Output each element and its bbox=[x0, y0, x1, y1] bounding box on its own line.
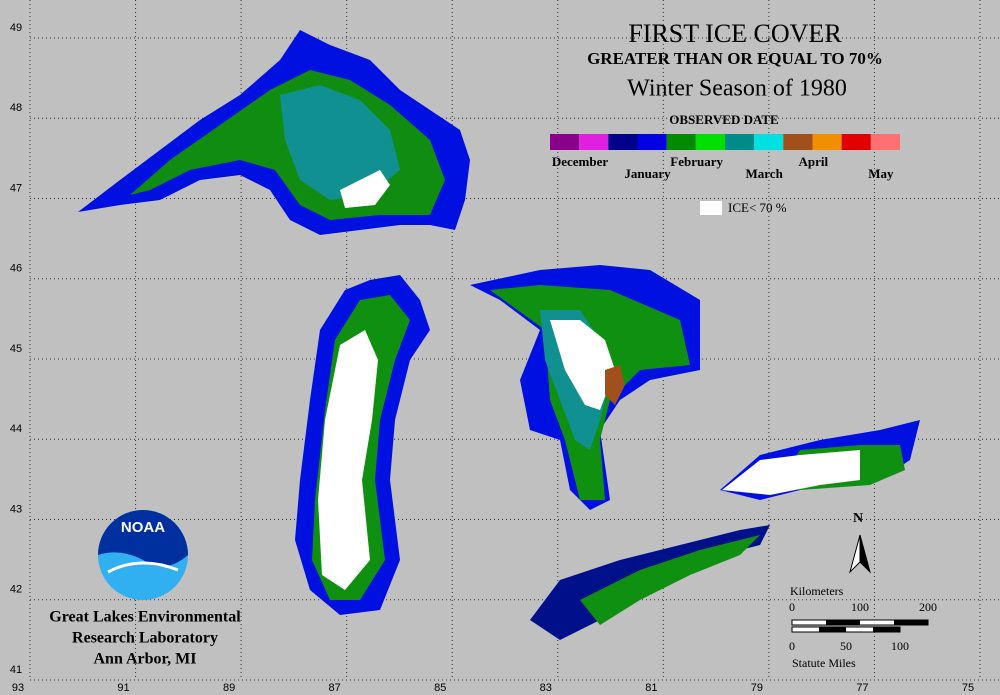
legend-label: December bbox=[552, 154, 609, 169]
legend-swatch bbox=[754, 134, 784, 150]
lake-ontario bbox=[720, 420, 920, 500]
legend-label: March bbox=[746, 166, 784, 181]
longitude-label: 81 bbox=[645, 682, 657, 694]
map-title: FIRST ICE COVER bbox=[628, 19, 842, 48]
legend-label: May bbox=[868, 166, 894, 181]
longitude-label: 93 bbox=[12, 682, 24, 694]
ice-swatch bbox=[700, 201, 722, 215]
lake-erie bbox=[530, 525, 770, 640]
north-label: N bbox=[853, 511, 863, 526]
noaa-logo bbox=[98, 510, 188, 600]
logo-text: NOAA bbox=[121, 519, 165, 536]
mi-tick: 100 bbox=[891, 639, 909, 653]
mi-tick: 50 bbox=[840, 639, 852, 653]
legend-swatch bbox=[550, 134, 580, 150]
legend-swatch bbox=[841, 134, 871, 150]
legend-title: OBSERVED DATE bbox=[669, 112, 778, 127]
credit-line: Ann Arbor, MI bbox=[94, 651, 197, 668]
longitude-label: 83 bbox=[540, 682, 552, 694]
scale-bar bbox=[791, 619, 929, 633]
latitude-label: 43 bbox=[10, 503, 22, 515]
mi-title: Statute Miles bbox=[792, 656, 856, 670]
km-tick: 200 bbox=[919, 600, 937, 614]
legend-swatch bbox=[695, 134, 725, 150]
north-arrow bbox=[849, 534, 871, 574]
km-tick: 100 bbox=[851, 600, 869, 614]
longitude-label: 89 bbox=[223, 682, 235, 694]
legend-swatch bbox=[725, 134, 755, 150]
lake-michigan bbox=[295, 275, 430, 615]
lake-huron bbox=[470, 265, 700, 510]
longitude-label: 77 bbox=[856, 682, 868, 694]
longitude-label: 79 bbox=[751, 682, 763, 694]
legend-swatch bbox=[783, 134, 813, 150]
latitude-label: 47 bbox=[10, 182, 22, 194]
longitude-label: 85 bbox=[434, 682, 446, 694]
legend-swatch bbox=[870, 134, 900, 150]
legend-label: January bbox=[624, 166, 671, 181]
map-subtitle: GREATER THAN OR EQUAL TO 70% bbox=[587, 49, 883, 68]
latitude-label: 49 bbox=[10, 22, 22, 34]
legend-label: April bbox=[799, 154, 829, 169]
legend-swatch bbox=[812, 134, 842, 150]
latitude-label: 45 bbox=[10, 343, 22, 355]
legend-label: February bbox=[670, 154, 723, 169]
latitude-label: 42 bbox=[10, 584, 22, 596]
mi-tick: 0 bbox=[789, 639, 795, 653]
season: Winter Season of 1980 bbox=[627, 76, 847, 102]
longitude-label: 75 bbox=[962, 682, 974, 694]
legend-swatch bbox=[666, 134, 696, 150]
km-title: Kilometers bbox=[790, 584, 844, 598]
legend-swatch bbox=[608, 134, 638, 150]
credit-line: Research Laboratory bbox=[72, 630, 218, 647]
lake-superior bbox=[78, 30, 470, 235]
ice-label: ICE< 70 % bbox=[728, 200, 787, 215]
longitude-label: 91 bbox=[117, 682, 129, 694]
latitude-label: 44 bbox=[10, 423, 22, 435]
latitude-label: 41 bbox=[10, 664, 22, 676]
legend-swatch bbox=[579, 134, 609, 150]
scale-labels: 0 100 200 0 50 100 bbox=[789, 600, 937, 653]
latitude-label: 48 bbox=[10, 102, 22, 114]
latitude-label: 46 bbox=[10, 263, 22, 275]
legend-swatch bbox=[637, 134, 667, 150]
longitude-label: 87 bbox=[329, 682, 341, 694]
credit-line: Great Lakes Environmental bbox=[49, 609, 241, 626]
km-tick: 0 bbox=[789, 600, 795, 614]
